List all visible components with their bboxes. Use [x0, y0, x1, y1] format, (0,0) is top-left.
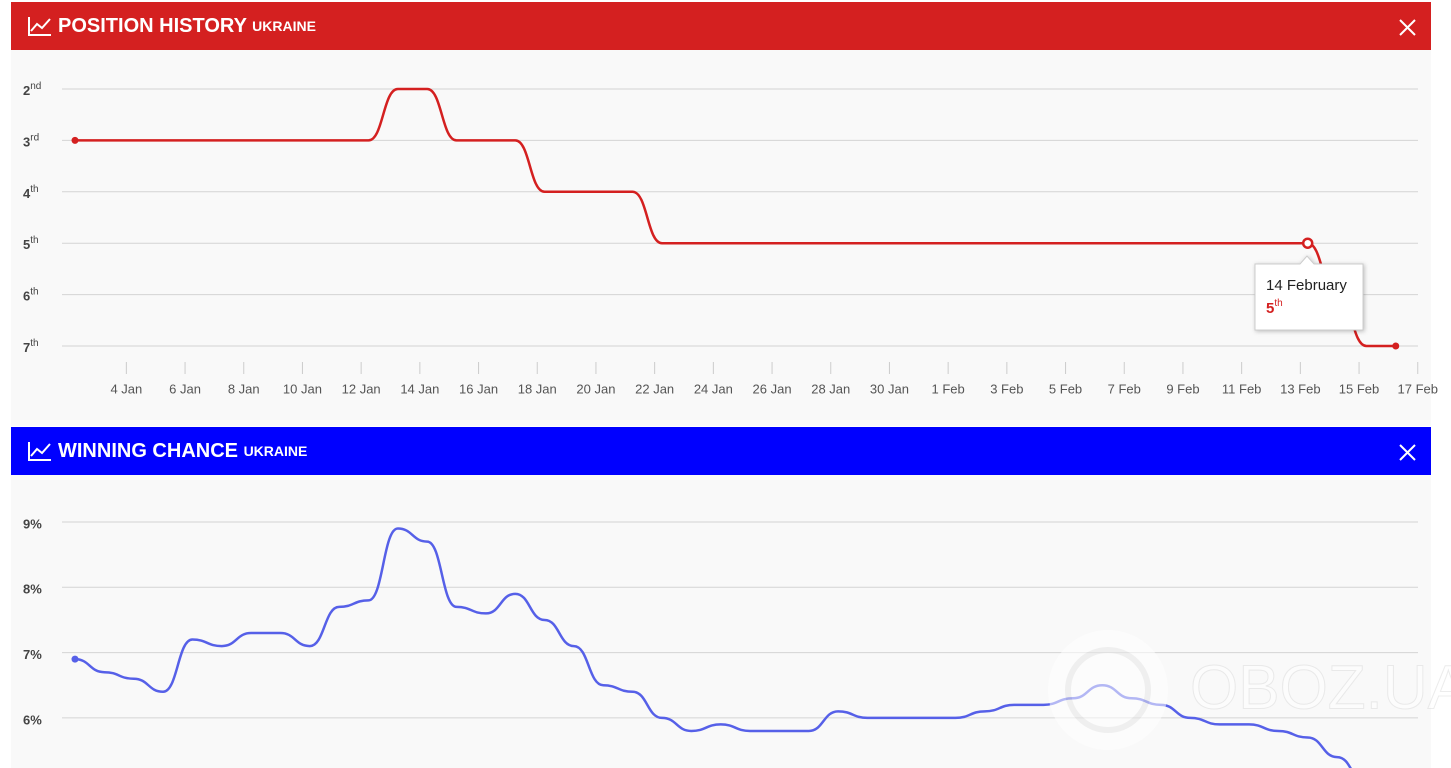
x-tick-label: 20 Jan	[576, 381, 615, 396]
tooltip-title: 14 February	[1266, 277, 1347, 294]
header-bar	[11, 2, 1431, 50]
line	[75, 87, 1396, 348]
y-tick-label: 6th	[23, 286, 39, 304]
watermark: OBOZ.UA	[1048, 630, 1451, 750]
x-tick-label: 26 Jan	[753, 381, 792, 396]
end-point	[71, 655, 79, 663]
y-tick-label: 3rd	[23, 132, 39, 150]
x-tick-label: 4 Jan	[110, 381, 142, 396]
x-tick-label: 8 Jan	[228, 381, 260, 396]
x-tick-label: 18 Jan	[518, 381, 557, 396]
chart-icon	[28, 17, 51, 461]
panel-title: WINNING CHANCE UKRAINE	[58, 440, 307, 462]
hover-point	[1301, 237, 1314, 249]
line	[74, 527, 1352, 768]
x-tick-label: 10 Jan	[283, 381, 322, 396]
tooltip-box	[1254, 255, 1364, 331]
x-tick-label: 28 Jan	[811, 381, 850, 396]
header-bar	[11, 427, 1431, 475]
y-tick-label: 8%	[23, 582, 42, 597]
x-tick-label: 14 Jan	[400, 381, 439, 396]
close-button[interactable]	[1399, 444, 1416, 461]
x-tick-label: 7 Feb	[1108, 381, 1141, 396]
tooltip-value: 5th	[1266, 298, 1283, 317]
x-tick-label: 16 Jan	[459, 381, 498, 396]
x-tick-label: 3 Feb	[990, 381, 1023, 396]
x-tick-label: 9 Feb	[1166, 381, 1199, 396]
y-tick-label: 6%	[23, 712, 42, 727]
panel-title: POSITION HISTORY UKRAINE	[58, 15, 316, 37]
close-button[interactable]	[1399, 19, 1416, 36]
y-tick-label: 2nd	[23, 81, 41, 99]
watermark-text: OBOZ.UA	[1190, 653, 1451, 722]
y-tick-label: 7th	[23, 338, 39, 356]
x-tick-label: 15 Feb	[1339, 381, 1379, 396]
y-tick-label: 9%	[23, 516, 42, 531]
x-tick-label: 1 Feb	[932, 381, 965, 396]
end-point	[1392, 342, 1400, 350]
x-tick-label: 17 Feb	[1398, 381, 1438, 396]
x-tick-label: 13 Feb	[1280, 381, 1320, 396]
x-tick-label: 12 Jan	[342, 381, 381, 396]
x-tick-label: 11 Feb	[1222, 381, 1262, 396]
panel-bg	[11, 50, 1431, 426]
y-tick-label: 5th	[23, 235, 39, 253]
x-tick-label: 24 Jan	[694, 381, 733, 396]
x-tick-label: 5 Feb	[1049, 381, 1082, 396]
x-tick-label: 6 Jan	[169, 381, 201, 396]
tooltip	[1254, 255, 1364, 331]
x-tick-label: 22 Jan	[635, 381, 674, 396]
y-tick-label: 4th	[23, 183, 39, 201]
y-tick-label: 7%	[23, 647, 42, 662]
x-tick-label: 30 Jan	[870, 381, 909, 396]
end-point	[71, 136, 79, 144]
